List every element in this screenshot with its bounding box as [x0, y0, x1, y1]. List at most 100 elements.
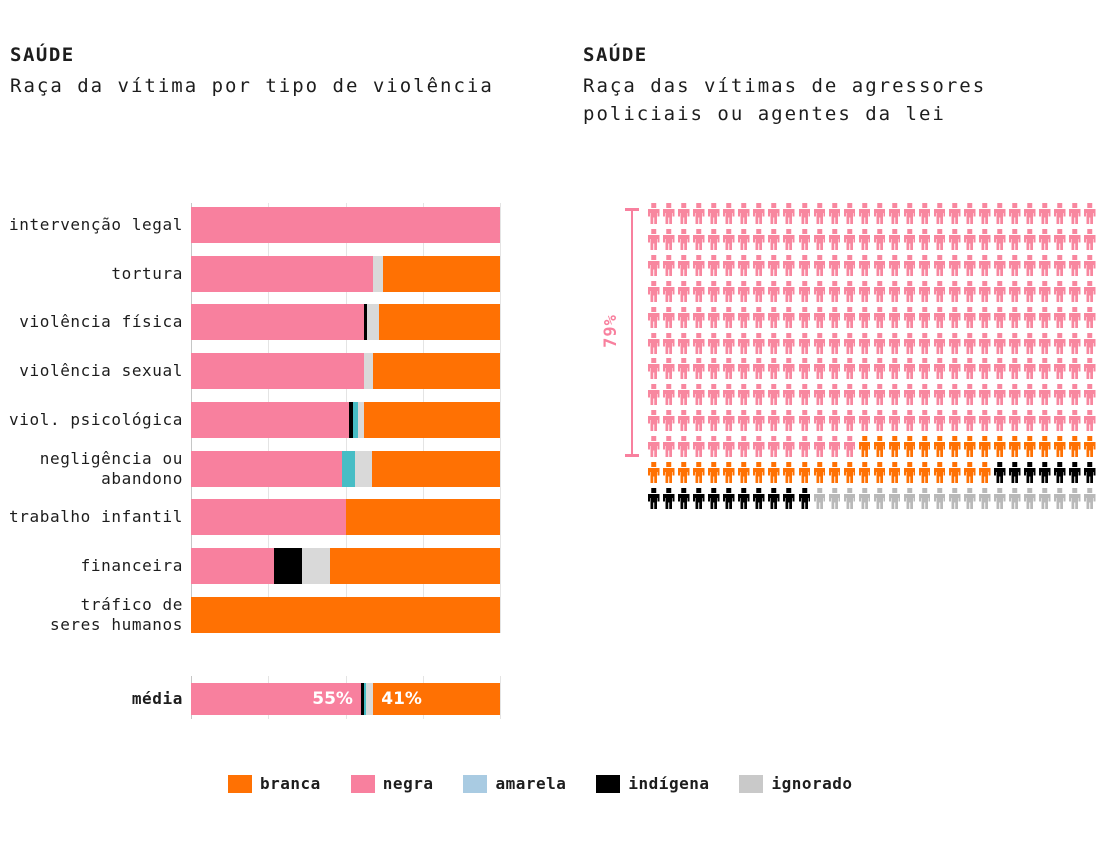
legend-swatch-ignorado — [739, 774, 764, 793]
legend-swatch-negra — [350, 774, 375, 793]
gridline-100 — [500, 676, 501, 719]
person-icon-negra — [708, 254, 720, 276]
person-icon-negra — [1084, 203, 1096, 224]
person-icon-negra — [1039, 332, 1051, 354]
bar-track — [191, 304, 500, 341]
person-icon-negra — [708, 203, 720, 224]
person-icon-negra — [1069, 332, 1081, 354]
bar-track — [191, 547, 500, 584]
person-icon-indígena — [663, 487, 675, 509]
person-icon-negra — [1039, 384, 1051, 406]
person-icon-negra — [738, 280, 750, 302]
person-icon-negra — [723, 436, 735, 458]
person-icon-negra — [708, 332, 720, 354]
person-icon-negra — [994, 306, 1006, 328]
person-icon-negra — [964, 203, 976, 224]
person-icon-negra — [858, 254, 871, 276]
bar-track — [191, 596, 500, 633]
person-icon-negra — [648, 358, 660, 380]
person-icon-negra — [723, 254, 735, 276]
person-icon-indígena — [678, 487, 690, 509]
person-icon-negra — [738, 228, 750, 250]
person-icon-branca — [903, 462, 916, 483]
person-icon-negra — [783, 280, 795, 302]
person-icon-negra — [828, 410, 841, 432]
person-icon-negra — [678, 384, 690, 406]
person-icon-negra — [1084, 410, 1096, 432]
person-icon-negra — [753, 254, 765, 276]
person-icon-negra — [828, 306, 841, 328]
person-icon-negra — [858, 332, 871, 354]
person-icon-negra — [738, 410, 750, 432]
person-icon-negra — [1024, 306, 1036, 328]
person-icon-negra — [949, 254, 961, 276]
gridline-100 — [500, 203, 501, 633]
person-icon-negra — [1069, 410, 1081, 432]
bracket-top-cap — [625, 208, 639, 211]
person-icon-negra — [949, 280, 961, 302]
bar-row: negligência ou abandono — [0, 449, 516, 488]
person-icon-negra — [873, 280, 886, 302]
legend-swatch-branca — [228, 774, 252, 793]
person-icon-negra — [663, 203, 675, 224]
person-icon-negra — [918, 306, 931, 328]
person-icon-branca — [663, 462, 675, 483]
person-icon-negra — [783, 410, 795, 432]
person-icon-indígena — [738, 487, 750, 509]
person-icon-negra — [1084, 254, 1096, 276]
person-icon-branca — [979, 462, 991, 483]
person-icon-negra — [678, 203, 690, 224]
person-icon-negra — [723, 306, 735, 328]
person-icon-negra — [873, 254, 886, 276]
bar-segment-ignorado — [373, 255, 383, 292]
bar-segment-indígena — [364, 304, 368, 341]
bar-category-label: intervenção legal — [9, 215, 183, 234]
stacked-bar-chart: intervenção legal tortura violência física… — [0, 203, 516, 728]
person-icon-negra — [1024, 332, 1036, 354]
person-icon-branca — [1039, 436, 1051, 458]
bar-segment-negra — [191, 499, 346, 536]
person-icon-negra — [979, 384, 991, 406]
person-icon-negra — [1009, 332, 1021, 354]
person-icon-negra — [858, 358, 871, 380]
person-icon-branca — [918, 462, 931, 483]
person-icon-branca — [753, 462, 765, 483]
person-icon-negra — [813, 280, 826, 302]
right-chart-header: SAÚDE Raça das vítimas de agressores pol… — [583, 44, 1063, 128]
person-icon-negra — [843, 280, 856, 302]
bar-category-label: viol. psicológica — [9, 409, 183, 429]
legend-item-branca: branca — [228, 774, 321, 793]
person-icon-negra — [678, 254, 690, 276]
bar-segment-branca — [373, 353, 500, 390]
person-icon-negra — [738, 436, 750, 458]
person-icon-negra — [783, 384, 795, 406]
person-icon-negra — [1039, 358, 1051, 380]
person-icon-negra — [753, 436, 765, 458]
person-icon-negra — [1054, 306, 1066, 328]
person-icon-negra — [918, 384, 931, 406]
person-icon-negra — [1054, 384, 1066, 406]
person-icon-branca — [798, 462, 810, 483]
legend-item-amarela: amarela — [463, 774, 566, 793]
person-icon-negra — [753, 358, 765, 380]
bar-segment-negra — [191, 401, 349, 438]
person-icon-negra — [798, 436, 810, 458]
person-icon-ignorado — [933, 487, 946, 509]
person-icon-negra — [843, 384, 856, 406]
person-icon-negra — [933, 254, 946, 276]
pictogram-annotation-bracket: 79% — [600, 203, 646, 463]
person-icon-negra — [768, 358, 780, 380]
person-icon-negra — [964, 254, 976, 276]
person-icon-negra — [918, 228, 931, 250]
person-icon-negra — [888, 280, 901, 302]
person-icon-negra — [858, 384, 871, 406]
person-icon-negra — [813, 410, 826, 432]
person-icon-ignorado — [813, 487, 826, 509]
person-icon-branca — [828, 462, 841, 483]
person-icon-negra — [1039, 410, 1051, 432]
bar-segment-branca — [330, 547, 500, 584]
bar-segment-ignorado — [354, 450, 372, 487]
person-icon-negra — [813, 203, 826, 224]
bar-category-label: tráfico de seres humanos — [49, 594, 183, 634]
bar-category-label: violência sexual — [19, 361, 183, 381]
